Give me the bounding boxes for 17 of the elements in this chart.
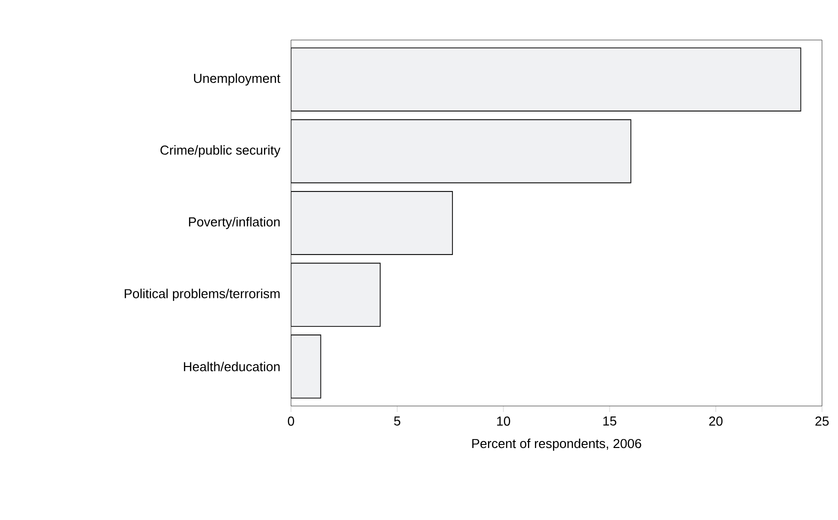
y-tick-label: Political problems/terrorism bbox=[124, 288, 280, 301]
bar bbox=[291, 334, 322, 399]
x-tick-label: 15 bbox=[603, 416, 616, 426]
y-tick-label: Unemployment bbox=[194, 73, 280, 86]
y-tick-label: Crime/public security bbox=[160, 145, 280, 158]
x-axis-title: Percent of respondents, 2006 bbox=[472, 438, 642, 451]
x-tick-label: 0 bbox=[288, 416, 294, 426]
x-tick-label: 20 bbox=[709, 416, 723, 426]
x-tick-label: 5 bbox=[394, 416, 400, 426]
bar bbox=[291, 262, 381, 327]
x-tick-label: 25 bbox=[815, 416, 829, 426]
x-tick-label: 10 bbox=[497, 416, 510, 426]
bar bbox=[291, 48, 802, 112]
bar bbox=[291, 191, 453, 255]
bar bbox=[291, 119, 632, 184]
y-tick-label: Health/education bbox=[184, 362, 280, 372]
y-tick-label: Poverty/inflation bbox=[189, 216, 280, 230]
